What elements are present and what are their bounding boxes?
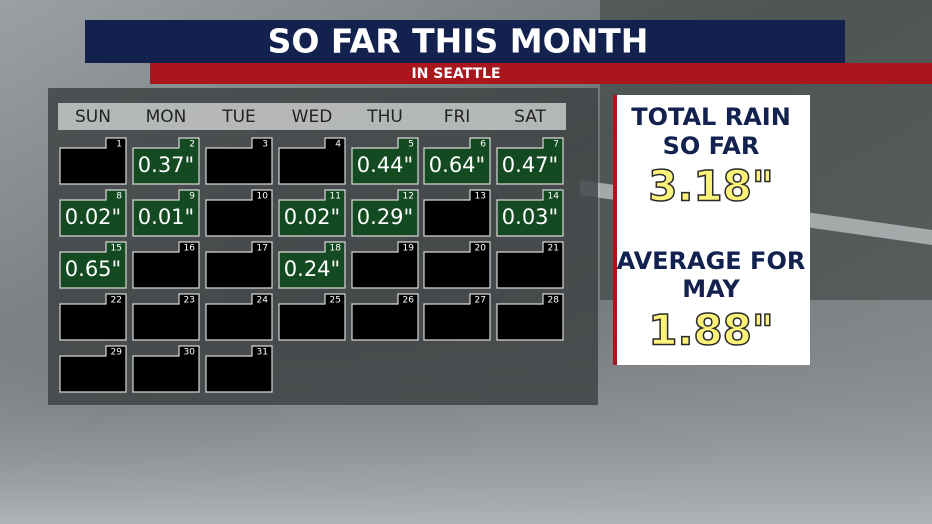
weekday-label: SAT [514, 107, 546, 127]
day-cell [205, 241, 273, 289]
day-number: 30 [184, 348, 196, 358]
rain-amount: 0.02" [284, 205, 340, 229]
day-cell [132, 189, 200, 237]
day-number: 4 [335, 140, 341, 150]
day-cell [423, 189, 491, 237]
day-cell [278, 293, 346, 341]
day-number: 24 [257, 296, 269, 306]
day-number: 10 [257, 192, 269, 202]
average-label: AVERAGE FOR [617, 247, 806, 275]
day-number: 1 [116, 140, 122, 150]
day-cell [132, 293, 200, 341]
day-number: 23 [184, 296, 195, 306]
weekday-label: THU [366, 107, 403, 127]
day-number: 6 [480, 140, 486, 150]
calendar-panel [48, 88, 598, 405]
day-number: 7 [553, 140, 559, 150]
day-cell [278, 137, 346, 185]
rain-amount: 0.01" [138, 205, 194, 229]
weekday-label: WED [292, 107, 333, 127]
summary-panel [613, 95, 810, 365]
day-cell [496, 189, 564, 237]
weekday-label: FRI [444, 107, 471, 127]
day-cell [496, 137, 564, 185]
rain-amount: 0.64" [429, 153, 485, 177]
rain-amount: 0.37" [138, 153, 194, 177]
day-number: 27 [475, 296, 486, 306]
day-number: 31 [257, 348, 268, 358]
day-cell [496, 293, 564, 341]
day-cell [205, 293, 273, 341]
day-number: 12 [403, 192, 414, 202]
day-cell [205, 345, 273, 393]
day-cell [496, 241, 564, 289]
day-cell [351, 189, 419, 237]
weekday-label: MON [146, 107, 187, 127]
day-number: 8 [116, 192, 122, 202]
rain-amount: 0.47" [502, 153, 558, 177]
day-cell [423, 293, 491, 341]
day-number: 29 [111, 348, 123, 358]
day-number: 22 [111, 296, 122, 306]
rain-amount: 0.65" [65, 257, 121, 281]
average-value: 1.88" [648, 306, 774, 355]
rain-amount: 0.44" [357, 153, 413, 177]
day-cell [351, 137, 419, 185]
day-cell [351, 241, 419, 289]
rain-amount: 0.03" [502, 205, 558, 229]
day-cell [423, 241, 491, 289]
day-number: 21 [548, 244, 559, 254]
rain-amount: 0.24" [284, 257, 340, 281]
day-number: 3 [262, 140, 268, 150]
weekday-label: TUE [221, 107, 256, 127]
average-label: MAY [682, 275, 740, 303]
day-cell [59, 137, 127, 185]
day-number: 15 [111, 244, 122, 254]
total-value: 3.18" [648, 162, 774, 211]
day-number: 18 [330, 244, 342, 254]
day-number: 19 [403, 244, 415, 254]
total-label: SO FAR [663, 132, 760, 160]
day-number: 9 [189, 192, 195, 202]
weekday-label: SUN [75, 107, 111, 127]
day-cell [423, 137, 491, 185]
day-number: 13 [475, 192, 486, 202]
day-number: 5 [408, 140, 414, 150]
day-number: 17 [257, 244, 268, 254]
day-number: 25 [330, 296, 341, 306]
day-cell [59, 189, 127, 237]
rain-amount: 0.02" [65, 205, 121, 229]
day-number: 28 [548, 296, 560, 306]
subtitle: IN SEATTLE [411, 66, 500, 82]
day-number: 14 [548, 192, 560, 202]
total-label: TOTAL RAIN [631, 103, 791, 131]
title: SO FAR THIS MONTH [268, 22, 649, 61]
subtitle-bar [150, 63, 932, 84]
day-number: 2 [189, 140, 195, 150]
day-cell [278, 241, 346, 289]
day-number: 11 [330, 192, 341, 202]
day-number: 16 [184, 244, 196, 254]
day-cell [59, 345, 127, 393]
weekday-header [58, 103, 566, 130]
day-cell [132, 345, 200, 393]
day-number: 20 [475, 244, 487, 254]
day-cell [132, 137, 200, 185]
day-cell [132, 241, 200, 289]
title-bar [85, 20, 845, 63]
day-cell [59, 293, 127, 341]
day-cell [59, 241, 127, 289]
day-cell [205, 189, 273, 237]
day-cell [205, 137, 273, 185]
day-cell [351, 293, 419, 341]
day-number: 26 [403, 296, 415, 306]
summary-stripe [613, 95, 617, 365]
rain-amount: 0.29" [357, 205, 413, 229]
day-cell [278, 189, 346, 237]
